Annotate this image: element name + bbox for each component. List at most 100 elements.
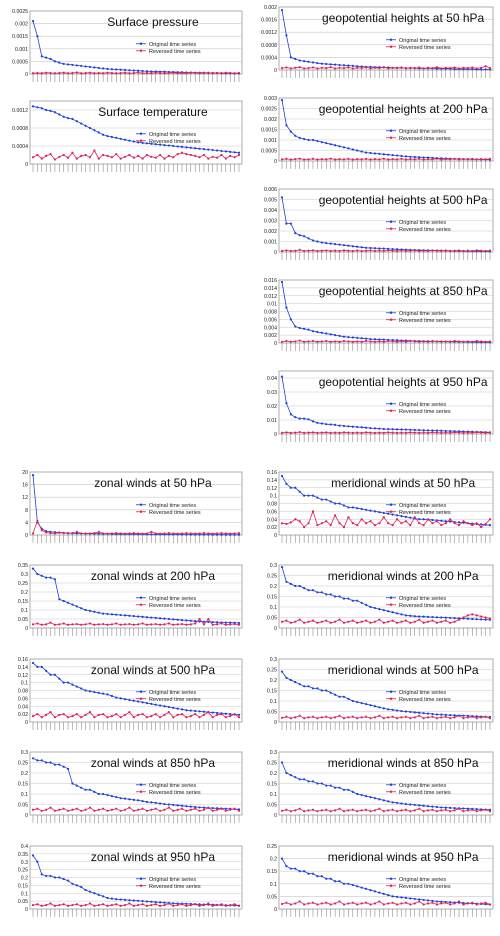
reversed-point	[93, 532, 96, 535]
y-tick-label: 0.25	[267, 761, 277, 767]
reversed-point	[320, 620, 323, 623]
y-tick-label: 0	[25, 626, 28, 632]
reversed-point	[360, 158, 363, 161]
reversed-point	[475, 67, 478, 70]
legend-marker	[389, 596, 393, 599]
reversed-point	[141, 903, 144, 906]
y-tick-label: 0.006	[264, 187, 277, 193]
original-point	[378, 427, 381, 430]
reversed-point	[435, 157, 438, 160]
reversed-point	[409, 66, 412, 69]
original-point	[285, 222, 288, 225]
reversed-point	[154, 807, 157, 810]
reversed-point	[132, 532, 135, 535]
reversed-point	[159, 904, 162, 907]
original-point	[145, 702, 149, 705]
reversed-point	[229, 154, 232, 157]
original-point	[106, 612, 109, 616]
reversed-point	[207, 157, 210, 160]
reversed-point	[431, 619, 434, 622]
reversed-point	[220, 713, 223, 716]
reversed-point	[115, 713, 118, 716]
reversed-point	[289, 249, 292, 253]
original-point	[351, 336, 354, 339]
original-point	[62, 877, 65, 881]
original-point	[431, 712, 434, 716]
original-point	[80, 885, 83, 889]
original-point	[141, 800, 144, 803]
reversed-point	[488, 67, 492, 70]
reversed-point	[387, 716, 390, 719]
original-point	[320, 141, 323, 144]
original-point	[347, 335, 350, 339]
reversed-point	[449, 621, 452, 624]
original-point	[342, 597, 346, 600]
reversed-point	[378, 807, 381, 810]
reversed-point	[325, 158, 328, 161]
original-point	[351, 699, 354, 703]
reversed-point	[462, 717, 465, 720]
reversed-point	[391, 249, 394, 252]
reversed-point	[93, 904, 96, 907]
reversed-point	[356, 903, 359, 906]
original-point	[316, 330, 319, 334]
chart-panel-6: 00.010.020.030.04 geopotential heights at…	[267, 370, 494, 442]
reversed-point	[466, 431, 469, 434]
reversed-point	[418, 249, 421, 253]
original-point	[413, 711, 416, 714]
original-point	[360, 150, 363, 153]
reversed-point	[75, 903, 78, 906]
original-point	[342, 424, 346, 428]
reversed-point	[49, 806, 52, 809]
original-point	[431, 899, 434, 903]
original-point	[338, 502, 341, 505]
y-tick-label: 0.001	[264, 240, 277, 246]
original-point	[311, 872, 315, 875]
reversed-point	[294, 66, 297, 69]
original-point	[373, 797, 377, 800]
reversed-point	[145, 809, 149, 812]
reversed-point	[189, 71, 192, 74]
reversed-point	[145, 904, 149, 907]
original-point	[106, 896, 109, 900]
original-point	[307, 418, 310, 421]
original-point	[132, 798, 135, 801]
original-point	[280, 474, 284, 478]
reversed-point	[356, 524, 359, 527]
reversed-point	[360, 431, 363, 434]
original-point	[418, 518, 421, 521]
original-point	[115, 796, 118, 799]
reversed-point	[320, 716, 323, 719]
y-tick-label: 0.25	[267, 574, 277, 580]
y-tick-label: 0.03	[267, 390, 277, 396]
original-point	[40, 55, 43, 58]
original-point	[224, 621, 227, 624]
reversed-point	[422, 717, 425, 720]
reversed-point	[49, 153, 52, 156]
reversed-point	[58, 71, 61, 75]
reversed-point	[303, 903, 306, 906]
original-point	[391, 428, 394, 431]
original-point	[202, 620, 206, 623]
reversed-point	[484, 522, 487, 526]
original-point	[163, 617, 166, 620]
reversed-point	[141, 157, 144, 160]
legend-marker	[389, 38, 393, 41]
legend-label: Original time series	[399, 129, 446, 135]
reversed-point	[307, 431, 310, 434]
original-point	[378, 152, 381, 155]
reversed-point	[395, 518, 399, 521]
original-point	[294, 867, 297, 870]
original-point	[71, 603, 74, 606]
y-tick-label: 0.008	[264, 310, 277, 316]
reversed-point	[360, 809, 363, 812]
reversed-point	[298, 807, 301, 810]
reversed-point	[211, 155, 214, 158]
y-tick-label: 0.25	[18, 761, 28, 767]
chart-title: geopotential heights at 950 hPa	[319, 375, 488, 389]
original-point	[215, 621, 219, 624]
reversed-point	[431, 158, 434, 161]
